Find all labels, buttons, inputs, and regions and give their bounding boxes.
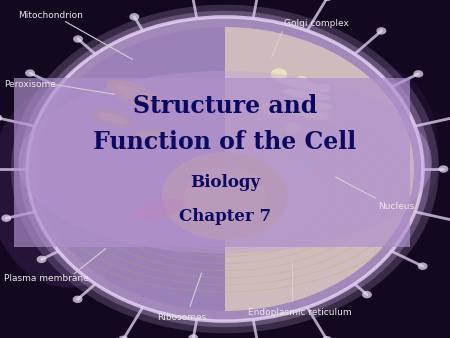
Ellipse shape	[73, 35, 83, 43]
Ellipse shape	[297, 155, 315, 169]
Ellipse shape	[323, 0, 333, 1]
Ellipse shape	[116, 85, 154, 104]
Ellipse shape	[136, 131, 161, 139]
Bar	[14, 78, 410, 247]
Text: Ribosomes: Ribosomes	[158, 313, 207, 322]
Ellipse shape	[184, 167, 266, 225]
Ellipse shape	[189, 334, 198, 338]
Ellipse shape	[282, 89, 330, 100]
Ellipse shape	[91, 109, 134, 127]
Ellipse shape	[418, 263, 428, 270]
Ellipse shape	[295, 110, 335, 120]
Ellipse shape	[288, 100, 333, 110]
Text: Biology: Biology	[190, 174, 260, 191]
Text: Mitochondrion: Mitochondrion	[18, 11, 83, 20]
Ellipse shape	[362, 291, 372, 298]
Ellipse shape	[261, 101, 279, 115]
Ellipse shape	[162, 152, 288, 240]
Text: Golgi complex: Golgi complex	[284, 19, 348, 28]
Text: Structure and: Structure and	[133, 94, 317, 119]
Ellipse shape	[271, 68, 287, 80]
Ellipse shape	[18, 71, 432, 254]
Ellipse shape	[275, 78, 328, 91]
Ellipse shape	[118, 336, 128, 338]
Ellipse shape	[130, 128, 166, 142]
Ellipse shape	[285, 123, 300, 134]
Ellipse shape	[132, 199, 183, 220]
Text: Peroxisome: Peroxisome	[4, 80, 56, 89]
Text: Function of the Cell: Function of the Cell	[94, 130, 356, 154]
Ellipse shape	[25, 69, 35, 77]
Ellipse shape	[19, 11, 431, 327]
Ellipse shape	[11, 5, 439, 333]
Ellipse shape	[130, 13, 140, 21]
Ellipse shape	[98, 113, 127, 124]
Wedge shape	[36, 27, 225, 311]
Ellipse shape	[0, 114, 2, 122]
Ellipse shape	[72, 296, 82, 303]
Wedge shape	[225, 27, 414, 311]
Ellipse shape	[414, 70, 423, 77]
Ellipse shape	[1, 215, 11, 222]
Ellipse shape	[107, 80, 163, 110]
Text: Nucleus: Nucleus	[378, 202, 414, 211]
Text: Chapter 7: Chapter 7	[179, 208, 271, 225]
Ellipse shape	[438, 165, 448, 173]
Text: Plasma membrane: Plasma membrane	[4, 274, 89, 283]
Ellipse shape	[322, 336, 332, 338]
Text: Endoplasmic reticulum: Endoplasmic reticulum	[248, 308, 351, 317]
Ellipse shape	[326, 68, 439, 237]
Ellipse shape	[36, 256, 46, 263]
Ellipse shape	[311, 136, 328, 148]
Ellipse shape	[327, 114, 339, 123]
Ellipse shape	[376, 27, 386, 34]
Ellipse shape	[0, 84, 146, 287]
Ellipse shape	[27, 17, 423, 321]
Ellipse shape	[318, 83, 330, 92]
Ellipse shape	[295, 76, 308, 86]
